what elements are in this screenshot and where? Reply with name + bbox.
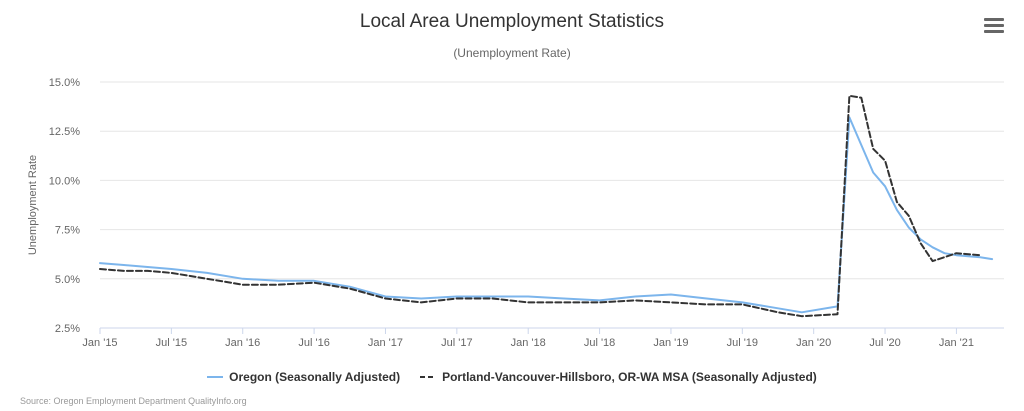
x-tick-label: Jan '16 [225, 337, 260, 349]
x-tick-label: Jan '21 [939, 337, 974, 349]
y-tick-label: 7.5% [55, 225, 80, 237]
x-tick-label: Jul '17 [441, 337, 472, 349]
chart-subtitle: (Unemployment Rate) [453, 46, 571, 60]
y-tick-label: 15.0% [49, 77, 80, 89]
grid-layer [100, 81, 1004, 329]
x-tick-label: Jan '20 [796, 337, 831, 349]
x-tick-label: Jan '18 [511, 337, 546, 349]
axis-layer: 2.5% 5.0% 7.5% 10.0% 12.5% 15.0% Jan '15 Jul '1… [49, 77, 1004, 349]
legend: Oregon (Seasonally Adjusted) Portland-Va… [0, 370, 1024, 384]
y-tick-label: 5.0% [55, 274, 80, 286]
x-tick-label: Jul '19 [727, 337, 758, 349]
legend-item-portland[interactable]: Portland-Vancouver-Hillsboro, OR-WA MSA … [420, 370, 817, 384]
y-tick-label: 2.5% [55, 323, 80, 335]
legend-label-portland: Portland-Vancouver-Hillsboro, OR-WA MSA … [442, 370, 817, 384]
series-layer [99, 94, 994, 318]
chart-title: Local Area Unemployment Statistics [359, 11, 665, 32]
series-line-oregon[interactable] [99, 116, 994, 314]
x-tick-label: Jan '17 [368, 337, 403, 349]
legend-symbol-oregon [207, 376, 224, 378]
y-tick-label: 10.0% [49, 175, 80, 187]
series-line-portland[interactable] [99, 94, 982, 318]
source-credit: Source: Oregon Employment Department Qua… [20, 396, 247, 406]
x-tick-label: Jul '16 [298, 337, 329, 349]
legend-label-oregon: Oregon (Seasonally Adjusted) [229, 370, 401, 384]
x-tick-label: Jan '15 [82, 337, 117, 349]
x-tick-label: Jul '18 [584, 337, 615, 349]
hamburger-menu-icon[interactable] [984, 18, 1004, 36]
y-tick-label: 12.5% [49, 126, 80, 138]
x-tick-label: Jan '19 [653, 337, 688, 349]
y-axis-title: Unemployment Rate [27, 155, 39, 255]
line-chart: 2.5% 5.0% 7.5% 10.0% 12.5% 15.0% Jan '15 Jul '1… [27, 77, 1004, 349]
x-tick-label: Jul '20 [869, 337, 900, 349]
legend-symbol-portland [420, 376, 437, 378]
x-tick-label: Jul '15 [156, 337, 187, 349]
legend-item-oregon[interactable]: Oregon (Seasonally Adjusted) [207, 370, 400, 384]
